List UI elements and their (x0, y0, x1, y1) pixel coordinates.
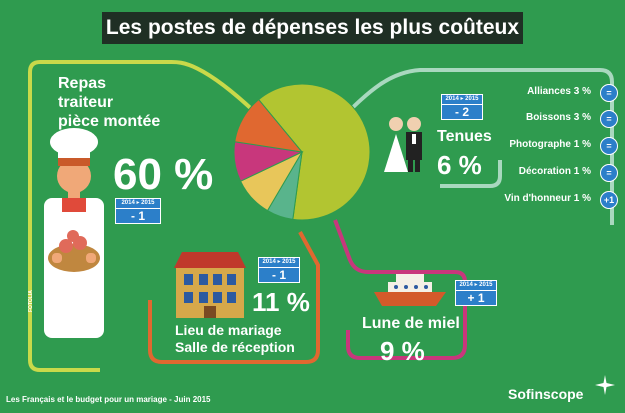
detail-label: Vin d'honneur (504, 193, 571, 204)
tenues-badge-years: 2014 ▸ 2015 (442, 95, 482, 105)
tenues-label: Tenues (437, 128, 492, 145)
detail-label: Alliances (527, 86, 571, 97)
detail-change-badge: +1 (600, 191, 618, 209)
pie-slice (257, 83, 371, 221)
repas-label-line2: traiteur (58, 94, 114, 111)
chef-illustration (44, 128, 104, 338)
lune-label: Lune de miel (362, 315, 460, 332)
repas-label-line3: pièce montée (58, 113, 161, 130)
lieu-percent: 11 % (252, 287, 310, 317)
source-footer: Les Français et le budget pour un mariag… (6, 395, 211, 404)
lune-percent: 9 % (380, 336, 425, 366)
repas-percent: 60 % (113, 150, 214, 199)
lieu-connector (148, 231, 320, 364)
repas-connector (28, 59, 260, 372)
detail-item: Boissons 3 % (526, 112, 591, 123)
expense-pie-chart (233, 83, 371, 221)
couple-icon (384, 117, 422, 172)
tenues-connector (440, 160, 502, 188)
detail-change-badge: = (600, 164, 618, 182)
boat-icon (374, 274, 446, 306)
detail-percent: 1 % (573, 193, 591, 204)
lune-badge: 2014 ▸ 2015 + 1 (455, 280, 497, 306)
details-connector (338, 68, 614, 225)
detail-percent: 3 % (573, 112, 591, 123)
repas-label: Repas traiteur pièce montée (58, 74, 160, 131)
detail-label: Décoration (518, 166, 571, 177)
detail-change-badge: = (600, 110, 618, 128)
detail-item: Vin d'honneur 1 % (504, 193, 591, 204)
lune-badge-years: 2014 ▸ 2015 (456, 281, 496, 291)
detail-item: Photographe 1 % (509, 139, 591, 150)
detail-change-badge: = (600, 84, 618, 102)
photo-credit: FOTOLIA (28, 290, 34, 312)
tenues-badge: 2014 ▸ 2015 - 2 (441, 94, 483, 120)
detail-label: Boissons (525, 112, 571, 123)
tenues-percent: 6 % (437, 150, 482, 180)
repas-label-line1: Repas (58, 75, 107, 92)
detail-label: Photographe (509, 139, 571, 150)
lune-badge-change: + 1 (467, 291, 485, 305)
tenues-badge-change: - 2 (454, 105, 469, 119)
detail-percent: 3 % (573, 86, 591, 97)
detail-percent: 1 % (573, 139, 591, 150)
lieu-label-line1: Lieu de mariage (175, 322, 282, 338)
lune-connector (333, 219, 467, 360)
detail-change-badge: = (600, 137, 618, 155)
repas-badge: 2014 ▸ 2015 - 1 (115, 198, 161, 224)
detail-percent: 1 % (573, 166, 591, 177)
repas-badge-change: - 1 (130, 209, 145, 223)
brand-star-icon (595, 375, 615, 395)
lieu-label: Lieu de mariage Salle de réception (175, 322, 295, 356)
lieu-badge: 2014 ▸ 2015 - 1 (258, 257, 300, 283)
detail-item: Décoration 1 % (519, 166, 591, 177)
detail-item: Alliances 3 % (527, 86, 591, 97)
page-title: Les postes de dépenses les plus coûteux (102, 12, 523, 44)
lieu-badge-years: 2014 ▸ 2015 (259, 258, 299, 268)
repas-badge-years: 2014 ▸ 2015 (116, 199, 160, 209)
lieu-badge-change: - 1 (271, 268, 286, 282)
brand-logo: Sofinscope (508, 386, 584, 402)
lieu-label-line2: Salle de réception (175, 339, 295, 355)
pie-slice (234, 98, 304, 153)
building-icon (174, 252, 246, 318)
